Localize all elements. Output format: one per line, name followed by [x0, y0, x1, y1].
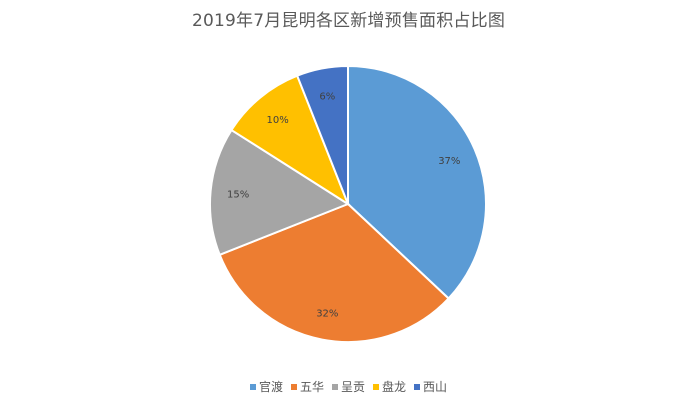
legend-item-3: 呈贡 [331, 378, 365, 395]
legend-swatch-4 [373, 383, 379, 390]
legend-item-4: 盘龙 [373, 378, 406, 395]
data-label-1: 37% [438, 156, 460, 167]
legend-swatch-1 [249, 383, 256, 390]
legend-label-4: 盘龙 [382, 380, 407, 394]
data-label-4: 10% [267, 115, 289, 126]
legend-label-2: 五华 [299, 380, 324, 394]
pie-slice-2 [218, 202, 451, 343]
data-label-5: 6% [319, 92, 335, 103]
legend: 官渡 五华 呈贡 盘龙 西山 [0, 378, 697, 395]
legend-label-1: 官渡 [258, 380, 283, 394]
legend-item-5: 西山 [414, 378, 447, 395]
pie-slice-5 [295, 64, 349, 205]
legend-swatch-2 [290, 383, 297, 390]
chart-title: 2019年7月昆明各区新增预售面积占比图 [191, 11, 506, 31]
data-label-2: 32% [316, 308, 338, 319]
legend-swatch-5 [414, 383, 421, 390]
legend-swatch-3 [331, 383, 338, 390]
legend-label-5: 西山 [423, 380, 448, 394]
legend-item-1: 官渡 [249, 378, 283, 395]
pie-slice-4 [230, 74, 351, 207]
pie-slice-1 [347, 64, 487, 300]
data-label-3: 15% [227, 190, 249, 201]
legend-label-3: 呈贡 [340, 380, 365, 394]
legend-item-2: 五华 [290, 378, 324, 395]
pie-slice-3 [209, 128, 351, 257]
